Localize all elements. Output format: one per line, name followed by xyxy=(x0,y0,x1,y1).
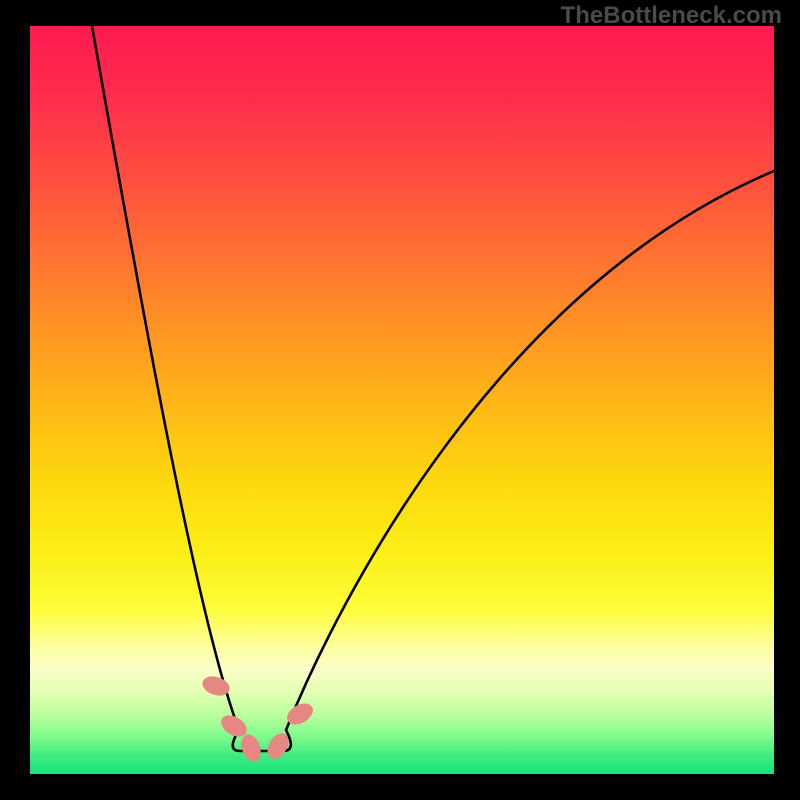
chart-container: TheBottleneck.com xyxy=(0,0,800,800)
watermark-text: TheBottleneck.com xyxy=(561,2,782,30)
plot-svg xyxy=(0,0,800,800)
gradient-background xyxy=(30,26,774,774)
